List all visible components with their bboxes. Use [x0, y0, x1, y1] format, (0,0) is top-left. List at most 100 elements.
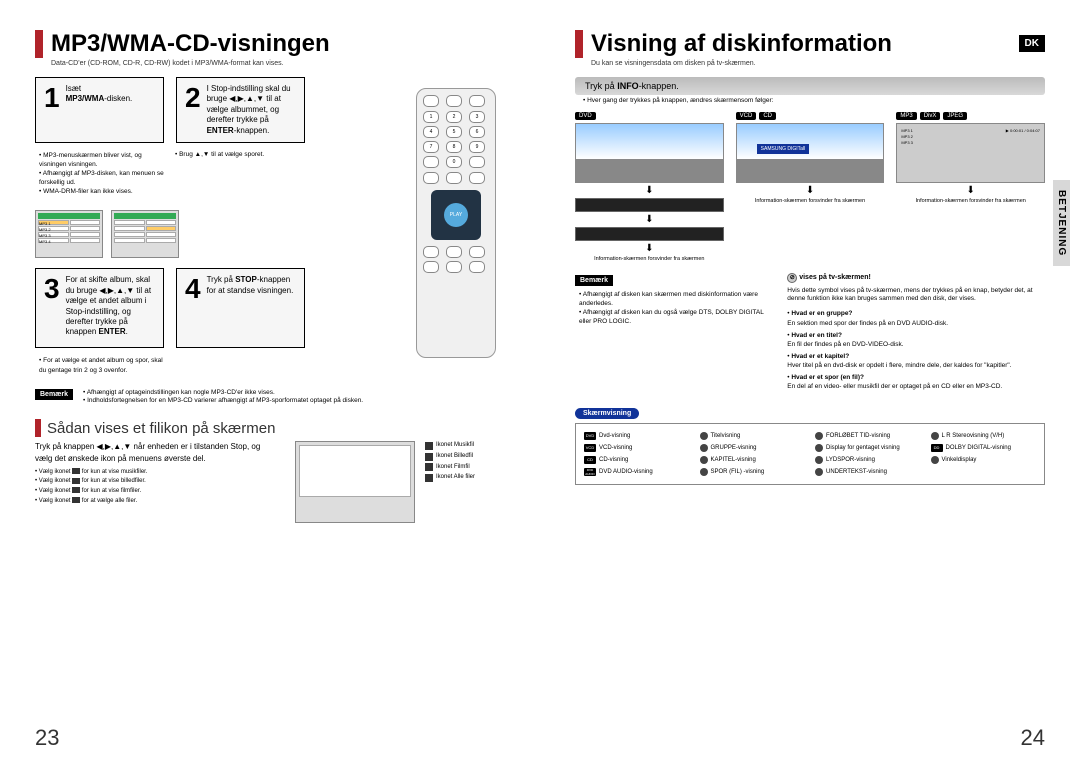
film-icon	[72, 487, 80, 493]
disc-caption: Information-skærmen forsvinder fra skærm…	[736, 198, 885, 205]
legend-label: Dvd-visning	[599, 433, 630, 439]
step-2-num: 2	[185, 84, 201, 136]
thumb-row: MP3 2	[38, 226, 69, 231]
remote-button	[423, 156, 439, 168]
disc-badge: VCD	[736, 112, 757, 120]
remote-button: 3	[469, 111, 485, 123]
down-arrow-icon: ⬇	[575, 185, 724, 196]
language-badge: DK	[1019, 35, 1045, 52]
note: MP3-menuskærmen bliver vist, og visninge…	[39, 151, 169, 169]
step2-tip: • Brug ▲,▼ til at vælge sporet.	[175, 151, 295, 158]
legend-item: CDCD-visning	[584, 456, 690, 464]
step-3-num: 3	[44, 275, 60, 341]
legend-item: Titelvisning	[700, 432, 806, 440]
remote-dpad: PLAY	[431, 190, 481, 240]
legend-label: UNDERTEKST-visning	[826, 469, 887, 475]
step-4-text: Tryk på STOP-knappen for at standse visn…	[207, 275, 296, 341]
section-mark	[35, 419, 41, 437]
legend-label: SPOR (FIL) -visning	[711, 469, 765, 475]
chapter-icon	[700, 456, 708, 464]
brand-label: SAMSUNG DIGITall	[757, 144, 809, 154]
bemark-text: • Afhængigt af optageindstillingen kan n…	[83, 389, 505, 406]
section-bar: Sådan vises et filikon på skærmen	[35, 419, 505, 437]
info-bar-graphic	[575, 227, 724, 241]
page-subtitle: Du kan se visningensdata om disken på tv…	[591, 60, 1045, 67]
tip: Vælg ikonet for at vælge alle filer.	[35, 497, 279, 507]
def-q: Hvad er en titel?	[791, 332, 842, 339]
remote-button: 4	[423, 126, 439, 138]
info-sub-text: Hver gang der trykkes på knappen, ændres…	[587, 97, 773, 104]
remote-button: 1	[423, 111, 439, 123]
step-4-num: 4	[185, 275, 201, 341]
info-instruction-bar: Tryk på INFO-knappen.	[575, 77, 1045, 95]
step-3: 3 For at skifte album, skal du bruge ◀,▶…	[35, 268, 164, 348]
def-q: Hvad er et spor (en fil)?	[791, 374, 864, 381]
music-icon	[72, 468, 80, 474]
step-1-num: 1	[44, 84, 60, 136]
thumb-row: MP3 1	[38, 220, 69, 225]
legend-grid: DVDDvd-visning Titelvisning FORLØBET TID…	[575, 423, 1045, 485]
legend-label: VCD-visning	[599, 445, 632, 451]
section-body: Tryk på knappen ◀,▶,▲,▼ når enheden er i…	[35, 441, 279, 463]
right-defs-col: ⊘ vises på tv-skærmen! Hvis dette symbol…	[787, 269, 1045, 395]
def-a: En fil der findes på en DVD-VIDEO-disk.	[787, 341, 903, 348]
remote-button	[446, 172, 462, 184]
remote-button: 6	[469, 126, 485, 138]
file-tips: Vælg ikonet for kun at vise musikfiler. …	[35, 468, 279, 506]
remote-button: 9	[469, 141, 485, 153]
remote-button	[446, 246, 462, 258]
def-q: Hvad er et kapitel?	[791, 353, 849, 360]
legend-item: UNDERTEKST-visning	[815, 468, 921, 476]
step-2: 2 I Stop-indstilling skal du bruge ◀,▶,▲…	[176, 77, 305, 143]
disc-badge: CD	[759, 112, 776, 120]
right-notes: Afhængigt af disken kan skærmen med disk…	[579, 290, 773, 326]
step-3-text: For at skifte album, skal du bruge ◀,▶,▲…	[66, 275, 155, 341]
legend-label: Vinkeldisplay	[942, 457, 977, 463]
repeat-icon	[815, 444, 823, 452]
page-number: 24	[1021, 725, 1045, 751]
legend-item: KAPITEL-visning	[700, 456, 806, 464]
remote-button	[469, 246, 485, 258]
remote-button	[469, 156, 485, 168]
time-icon	[815, 432, 823, 440]
disc-caption: Information-skærmen forsvinder fra skærm…	[896, 198, 1045, 205]
left-notes-col: Bemærk Afhængigt af disken kan skærmen m…	[575, 269, 773, 395]
remote-button: 5	[446, 126, 462, 138]
legend-item: Display for gentaget visning	[815, 444, 921, 452]
disc-columns: DVD ⬇ ⬇ ⬇ Information-skærmen forsvinder…	[575, 112, 1045, 263]
subtitle-icon	[815, 468, 823, 476]
disc-badge: DVD	[575, 112, 596, 120]
remote-button	[446, 261, 462, 273]
title-bar: Visning af diskinformation	[575, 30, 1045, 58]
note: For at vælge et andet album og spor, ska…	[39, 356, 169, 374]
legend-label: FORLØBET TID-visning	[826, 433, 890, 439]
disc-screen	[575, 123, 724, 183]
disc-badge: MP3	[896, 112, 916, 120]
disc-caption: Information-skærmen forsvinder fra skærm…	[575, 256, 724, 263]
legend-label: Titelvisning	[711, 433, 741, 439]
remote-button	[423, 172, 439, 184]
legend-label: KAPITEL-visning	[711, 457, 756, 463]
step-2-text: I Stop-indstilling skal du bruge ◀,▶,▲,▼…	[207, 84, 296, 136]
legend-label: Ikonet Billedfil	[436, 452, 473, 462]
section-tab-vertical: BETJENING	[1053, 180, 1070, 266]
warn-body: Hvis dette symbol vises på tv-skærmen, m…	[787, 287, 1045, 304]
cd-icon: CD	[584, 456, 596, 464]
title-accent-mark	[35, 30, 43, 58]
legend-label: LYDSPOR-visning	[826, 457, 875, 463]
legend-item: FORLØBET TID-visning	[815, 432, 921, 440]
legend-label: DVD AUDIO-visning	[599, 469, 653, 475]
bemark-badge: Bemærk	[35, 389, 73, 400]
dvd-audio-icon: DVDAUDIO	[584, 468, 596, 476]
down-arrow-icon: ⬇	[575, 214, 724, 225]
bemark-badge: Bemærk	[575, 275, 613, 286]
disc-screen: SAMSUNG DIGITall	[736, 123, 885, 183]
def-a: En del af en video- eller musikfil der e…	[787, 383, 1002, 390]
dvd-icon: DVD	[584, 432, 596, 440]
legend-label: DOLBY DIGITAL-visning	[946, 445, 1011, 451]
page-24: DK BETJENING Visning af diskinformation …	[540, 0, 1080, 763]
disc-screen: MP3 1▶ 0:00:01 / 0:04:07 MP3 2MP3 3	[896, 123, 1045, 183]
legend-item: DVDDvd-visning	[584, 432, 690, 440]
music-icon	[425, 442, 433, 450]
legend-item: SPOR (FIL) -visning	[700, 468, 806, 476]
